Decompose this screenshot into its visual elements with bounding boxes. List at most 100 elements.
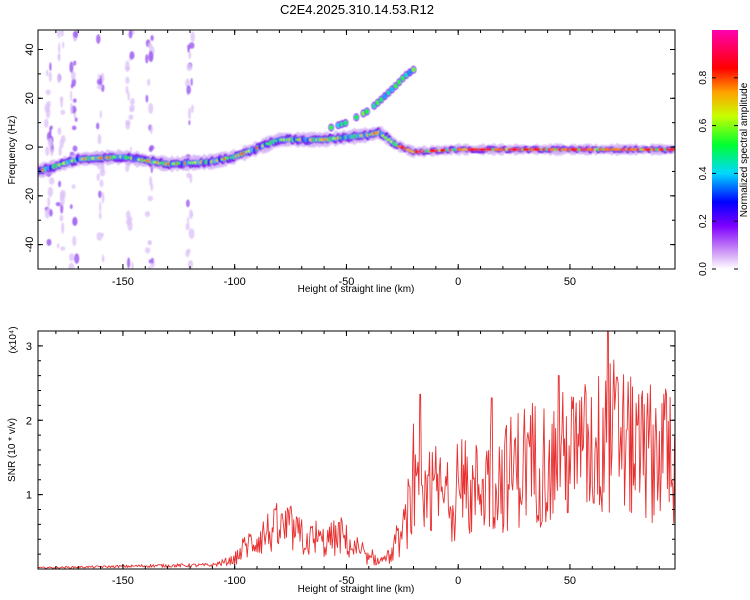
noise-blob bbox=[70, 102, 73, 115]
trace-hotspot bbox=[480, 148, 487, 151]
noise-blob bbox=[125, 60, 130, 72]
noise-blob bbox=[49, 177, 55, 185]
noise-blob bbox=[187, 44, 191, 50]
noise-blob bbox=[60, 109, 66, 115]
x-tick-label: 50 bbox=[564, 276, 576, 288]
noise-blob bbox=[97, 84, 102, 90]
noise-blob bbox=[61, 222, 65, 234]
colorbar-tick-label: 0.2 bbox=[698, 214, 709, 228]
noise-blob bbox=[187, 260, 194, 269]
snr-series-line bbox=[38, 331, 675, 569]
noise-blob bbox=[98, 190, 102, 198]
noise-blob bbox=[69, 253, 75, 262]
noise-blob bbox=[129, 146, 132, 153]
noise-blob bbox=[48, 71, 52, 82]
noise-blob bbox=[190, 78, 193, 86]
noise-blob bbox=[45, 69, 49, 77]
noise-blob bbox=[150, 124, 153, 135]
branch-core bbox=[411, 67, 416, 73]
noise-blob bbox=[188, 42, 195, 49]
snr-background bbox=[38, 331, 675, 569]
noise-blob bbox=[101, 84, 105, 92]
branch-core bbox=[354, 114, 359, 120]
noise-blob bbox=[98, 212, 102, 220]
noise-blob bbox=[73, 60, 77, 66]
trace-hotspot bbox=[532, 148, 540, 151]
noise-blob bbox=[74, 117, 78, 122]
trace-hotspot bbox=[414, 150, 419, 154]
branch-core bbox=[397, 79, 402, 85]
branch-core bbox=[390, 87, 394, 92]
noise-blob bbox=[47, 138, 53, 148]
noise-blob bbox=[62, 41, 65, 49]
noise-blob bbox=[189, 173, 193, 184]
noise-blob bbox=[49, 62, 52, 72]
noise-blob bbox=[127, 216, 133, 221]
noise-blob bbox=[60, 30, 64, 37]
noise-blob bbox=[101, 257, 105, 262]
x-tick-label: -100 bbox=[224, 276, 246, 288]
noise-blob bbox=[127, 257, 131, 269]
noise-blob bbox=[190, 104, 194, 114]
noise-blob bbox=[45, 146, 50, 156]
noise-blob bbox=[71, 125, 77, 131]
noise-blob bbox=[47, 196, 51, 208]
spectrogram-frame bbox=[37, 29, 676, 270]
trace-hotspot bbox=[644, 148, 651, 151]
spectrogram-ticks: -150 -100 -50 0 50 -40 -20 0 20 40 bbox=[24, 30, 675, 288]
noise-blob bbox=[186, 85, 191, 95]
spectrogram-x-label: Height of straight line (km) bbox=[298, 284, 415, 295]
noise-blob bbox=[50, 148, 54, 157]
noise-blob bbox=[148, 102, 154, 114]
noise-blob bbox=[49, 125, 53, 130]
noise-blob bbox=[71, 71, 76, 81]
noise-blob bbox=[70, 90, 73, 102]
trace-hotspot bbox=[457, 148, 462, 151]
y-tick-label: 20 bbox=[24, 92, 36, 104]
noise-blob bbox=[57, 54, 60, 60]
noise-blob bbox=[150, 35, 154, 41]
spectrogram-panel: -150 -100 -50 0 50 -40 -20 0 20 40 Height of stra… bbox=[7, 29, 676, 295]
trace-hotspot bbox=[440, 148, 446, 152]
noise-blob bbox=[128, 114, 134, 120]
noise-blob bbox=[148, 50, 154, 63]
noise-blob bbox=[145, 94, 149, 103]
snr-y-label: SNR (10 * v/v) bbox=[7, 418, 18, 482]
trace-hotspot bbox=[493, 148, 499, 151]
colorbar-ticks: 0.0 0.2 0.4 0.6 0.8 bbox=[698, 70, 738, 276]
colorbar-tick-label: 0.4 bbox=[698, 166, 709, 180]
colorbar-label: Normalized spectral amplitude bbox=[739, 82, 750, 217]
noise-blob bbox=[151, 257, 154, 264]
noise-blob bbox=[46, 100, 51, 107]
noise-blob bbox=[129, 104, 135, 111]
noise-blob bbox=[147, 78, 151, 86]
noise-blob bbox=[130, 98, 135, 106]
noise-blob bbox=[47, 186, 54, 198]
noise-blob bbox=[58, 180, 62, 188]
noise-blob bbox=[57, 72, 61, 84]
noise-blob bbox=[129, 51, 135, 60]
trace-hotspot bbox=[550, 148, 555, 151]
noise-blob bbox=[145, 247, 151, 254]
noise-blob bbox=[45, 89, 51, 96]
noise-blob bbox=[186, 248, 191, 254]
trace-hotspot bbox=[570, 148, 578, 151]
colorbar: 0.0 0.2 0.4 0.6 0.8 Normalized spectral ampl… bbox=[698, 30, 750, 276]
noise-blob bbox=[128, 30, 133, 39]
y-tick-label: 3 bbox=[26, 341, 32, 353]
noise-blob bbox=[97, 73, 100, 80]
noise-blob bbox=[147, 266, 152, 269]
noise-blob bbox=[127, 91, 130, 101]
noise-blob bbox=[145, 54, 149, 64]
colorbar-tick-label: 0.6 bbox=[698, 118, 709, 132]
x-tick-label: 50 bbox=[564, 575, 576, 587]
x-tick-label: -50 bbox=[338, 276, 354, 288]
noise-blob bbox=[186, 216, 190, 225]
figure-title: C2E4.2025.310.14.53.R12 bbox=[280, 2, 434, 17]
noise-blob bbox=[60, 97, 63, 108]
trace-hotspot bbox=[629, 148, 637, 151]
noise-blob bbox=[72, 145, 78, 152]
noise-blob bbox=[71, 78, 77, 87]
snr-frame bbox=[37, 330, 676, 570]
trace-hotspot bbox=[510, 148, 518, 151]
